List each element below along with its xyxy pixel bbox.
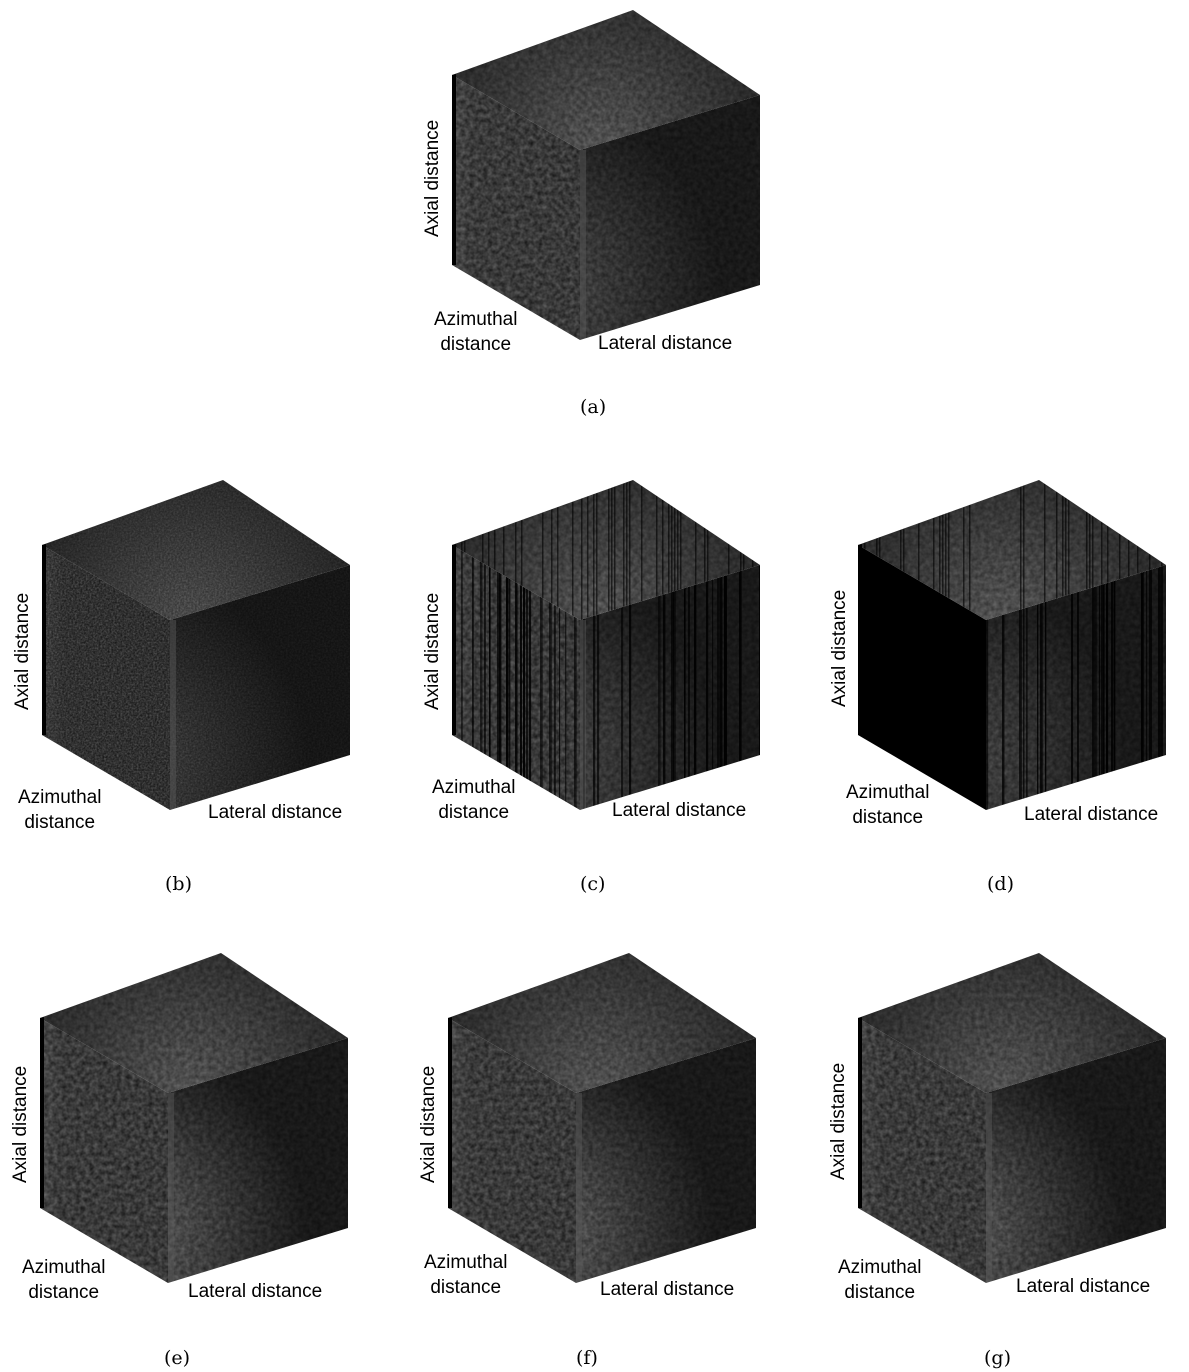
azimuthal-distance-label: Azimuthal distance [424,1252,508,1298]
axial-distance-label: Axial distance [12,592,33,710]
volume-cube-c [452,480,760,810]
axial-distance-label: Axial distance [828,1062,849,1180]
panel-b: Axial distance Azimuthal distance Latera… [10,475,370,835]
panel-c: Axial distance Azimuthal distance Latera… [420,475,780,835]
lateral-distance-label: Lateral distance [600,1279,735,1300]
panel-d: Axial distance Azimuthal distance Latera… [826,475,1186,835]
azimuthal-distance-label: Azimuthal distance [434,309,518,355]
volume-cube-e [40,953,348,1283]
lateral-distance-label: Lateral distance [188,1281,323,1302]
azimuthal-distance-label: Azimuthal distance [846,782,930,828]
axial-distance-label: Axial distance [10,1065,31,1183]
caption-f: (f) [576,1347,598,1369]
panel-f: Axial distance Azimuthal distance Latera… [416,948,776,1308]
caption-c: (c) [580,873,606,895]
caption-d: (d) [987,873,1014,895]
caption-b: (b) [165,873,192,895]
lateral-distance-label: Lateral distance [598,333,733,354]
lateral-distance-label: Lateral distance [1024,804,1159,825]
volume-cube-a [452,10,760,340]
azimuthal-distance-label: Azimuthal distance [22,1257,106,1303]
caption-g: (g) [984,1347,1011,1369]
panel-a: Axial distance Azimuthal distance Latera… [420,5,780,365]
lateral-distance-label: Lateral distance [612,800,747,821]
caption-a: (a) [580,396,607,418]
volume-cube-g [858,953,1166,1283]
azimuthal-distance-label: Azimuthal distance [432,777,516,823]
axial-distance-label: Axial distance [422,119,443,237]
panel-e: Axial distance Azimuthal distance Latera… [8,948,368,1308]
volume-cube-d [858,480,1166,810]
volume-cube-b [42,480,350,810]
axial-distance-label: Axial distance [418,1065,439,1183]
caption-e: (e) [164,1347,191,1369]
panel-g: Axial distance Azimuthal distance Latera… [826,948,1186,1308]
axial-distance-label: Axial distance [829,589,850,707]
volume-cube-f [448,953,756,1283]
lateral-distance-label: Lateral distance [208,802,343,823]
azimuthal-distance-label: Azimuthal distance [838,1257,922,1303]
azimuthal-distance-label: Azimuthal distance [18,787,102,833]
axial-distance-label: Axial distance [422,592,443,710]
lateral-distance-label: Lateral distance [1016,1276,1151,1297]
